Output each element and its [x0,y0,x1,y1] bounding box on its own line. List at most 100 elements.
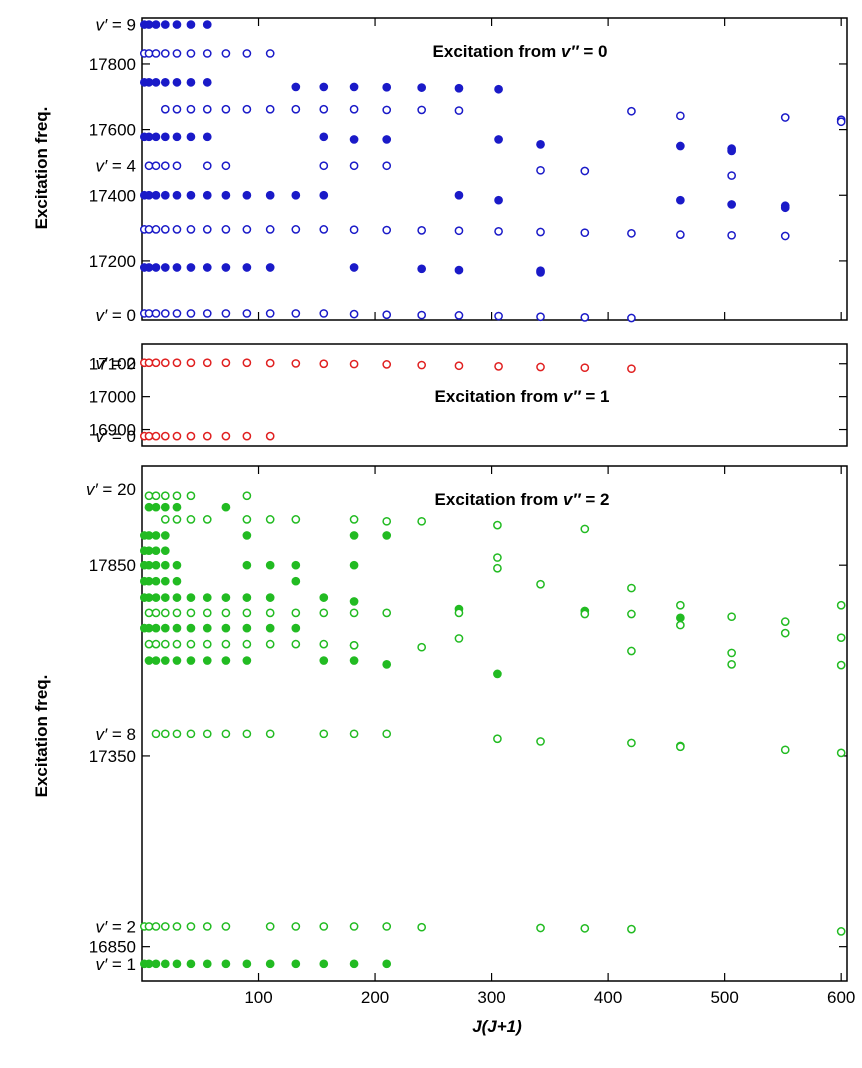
data-point [221,309,231,318]
data-point [151,959,161,969]
data-point [494,227,503,236]
data-point [221,502,231,512]
data-point [160,309,170,318]
data-point [319,309,329,318]
data-point [151,491,161,501]
data-point [382,660,392,669]
data-point [780,617,790,626]
data-point [580,166,590,176]
data-point [160,49,170,58]
data-point [349,597,359,606]
data-point [291,608,301,618]
y-tick-label: 17200 [89,252,136,271]
data-point [319,359,329,369]
data-point [580,524,590,534]
data-point [627,364,636,374]
data-point [186,263,196,272]
x-tick-label: 100 [244,988,272,1007]
data-point [836,117,846,127]
data-point [836,633,846,643]
data-point [221,608,231,618]
data-point [265,729,275,739]
data-point [627,738,636,748]
data-point [202,593,212,602]
data-point [221,959,231,969]
level-label: v′ = 4 [95,157,136,176]
data-point [151,576,161,586]
data-point [349,560,359,570]
data-point [186,656,196,665]
data-point [144,77,154,87]
data-point [160,531,170,540]
panel-title: Excitation from v″ = 1 [435,387,610,406]
data-point [242,431,252,441]
data-point [160,623,170,633]
data-point [151,20,161,29]
data-point [382,225,392,235]
data-point [242,225,252,234]
data-point [144,20,154,29]
data-point [494,362,503,371]
data-point [536,140,545,149]
data-point [454,265,464,275]
data-point [417,310,427,320]
data-point [291,922,301,931]
data-point [221,639,231,649]
data-point [160,20,170,29]
data-point [221,623,231,633]
data-point [265,190,275,200]
data-point [172,77,182,87]
panel-title: Excitation from v″ = 2 [435,490,610,509]
data-point [319,729,329,739]
data-point [242,656,252,665]
data-point [382,922,392,931]
data-point [242,729,252,739]
data-point [417,83,427,92]
data-point [186,358,196,368]
x-tick-label: 600 [827,988,855,1007]
data-point [151,656,161,665]
data-point [319,608,329,618]
data-point [349,922,359,931]
data-point [172,431,182,441]
data-point [417,922,427,932]
data-point [242,959,252,969]
data-point [144,225,154,234]
data-point [172,593,182,602]
data-point [151,560,161,570]
data-point [151,309,161,318]
data-point [242,531,252,540]
data-point [417,360,427,370]
data-point [242,515,252,524]
data-point [144,959,154,969]
data-point [160,358,170,368]
data-point [627,106,636,116]
data-point [160,959,170,969]
data-point [780,231,790,241]
level-label: v′ = 0 [95,306,136,325]
data-point [319,104,329,114]
data-point [160,639,170,649]
data-point [186,431,196,441]
data-point [536,227,545,237]
data-point [627,924,636,934]
data-point [202,623,212,633]
data-point [265,104,275,114]
data-point [144,546,154,556]
data-point [172,161,182,171]
data-point [144,576,154,586]
data-point [202,959,212,969]
panel-excitation-v1: 16900 17000 17100 v′ = 2 v′ = 0 Excitation … [89,343,848,447]
data-point [160,576,170,586]
data-point [291,104,301,114]
data-point [417,105,427,115]
data-point [172,502,182,512]
data-point [382,608,392,618]
data-point [676,230,685,240]
panel-excitation-v2: 16850 17350 17850 100 200 300 400 500 600 v′ = 2… [86,465,855,1007]
data-point [144,491,154,501]
data-point [265,309,275,318]
data-point [202,639,212,649]
data-point [494,135,503,144]
data-point [186,729,196,739]
